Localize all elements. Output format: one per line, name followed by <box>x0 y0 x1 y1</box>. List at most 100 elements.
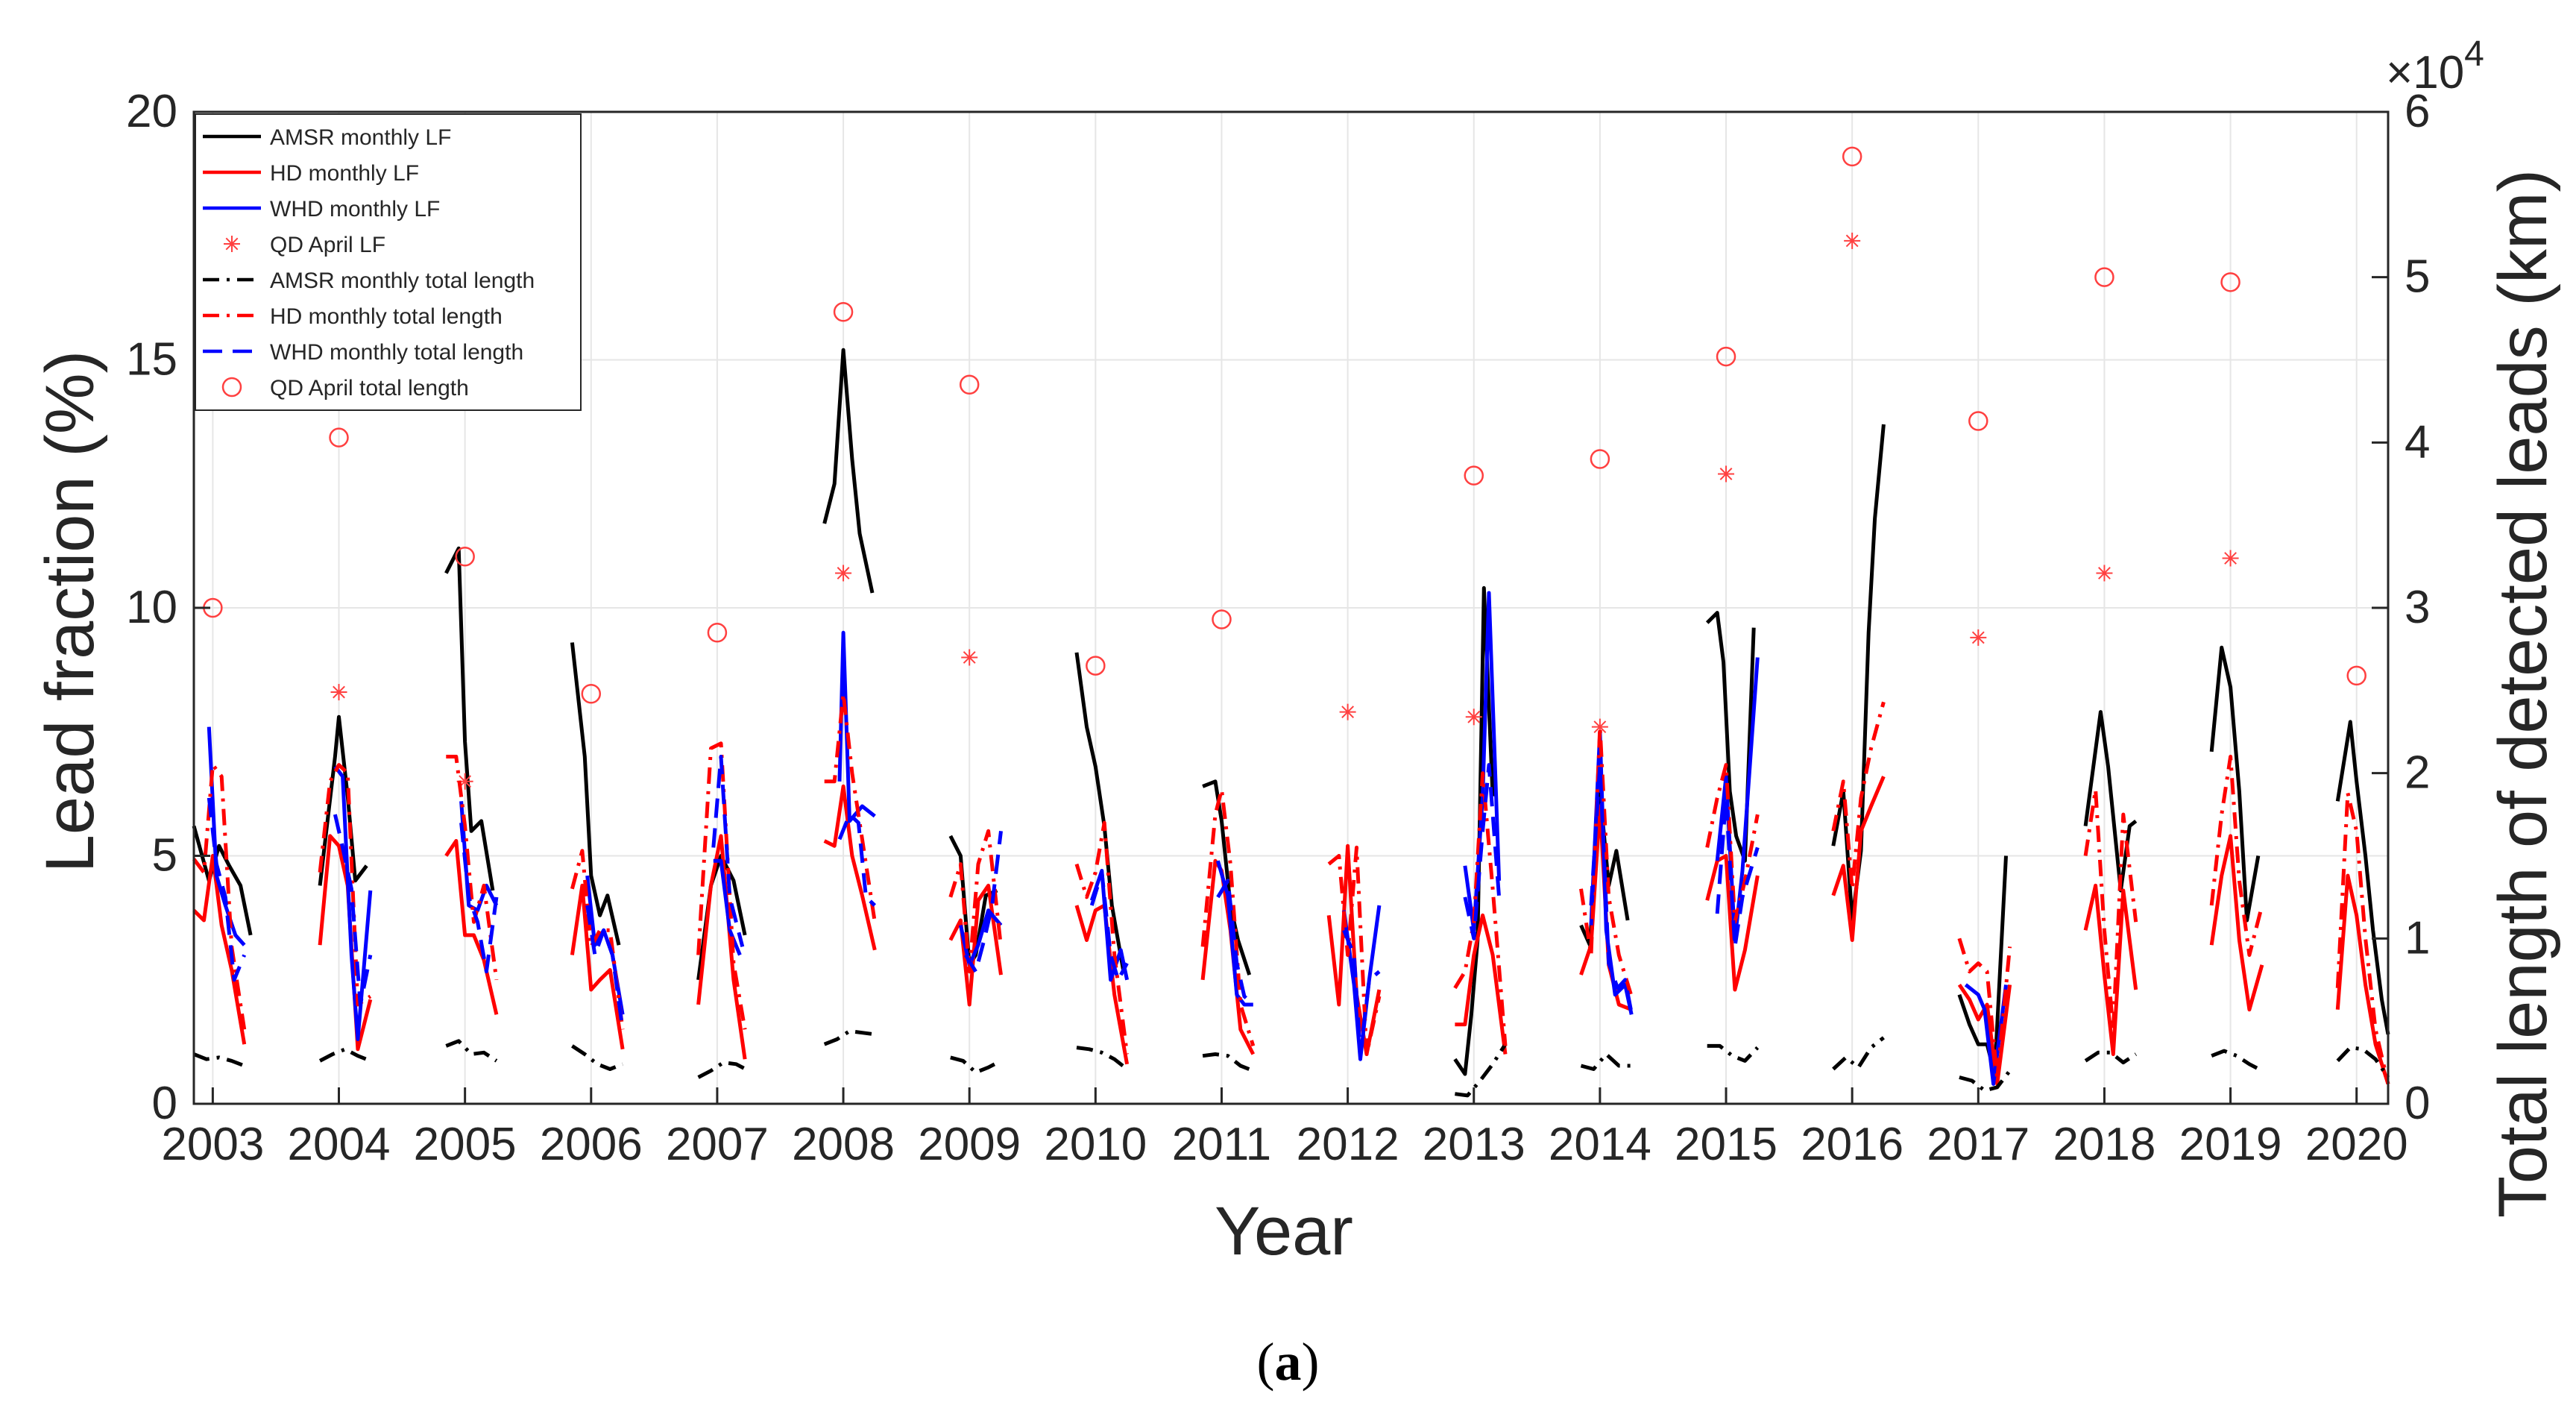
hd-monthly-total-length-segment <box>2083 788 2138 1031</box>
right-tick-label: 3 <box>2405 582 2430 633</box>
left-tick-label: 20 <box>126 86 177 137</box>
whd-monthly-lf-segment <box>207 726 246 946</box>
whd-monthly-lf-segment <box>958 908 1003 967</box>
amsr-monthly-total-length-segment <box>2336 1046 2390 1078</box>
amsr-monthly-total-length-segment <box>1959 1069 2012 1093</box>
amsr-monthly-lf-segment <box>2335 720 2390 1035</box>
whd-monthly-lf-segment <box>1964 983 2008 1086</box>
hd-monthly-total-length-segment <box>2209 755 2264 957</box>
hd-monthly-lf-segment <box>2083 883 2138 1056</box>
qd-total-length-point <box>2220 272 2240 292</box>
x-tick-label: 2005 <box>414 1119 517 1170</box>
amsr-monthly-lf-segment <box>444 546 495 891</box>
legend-item-whd-monthly-total-length: WHD monthly total length <box>203 340 523 365</box>
hd-monthly-lf-segment <box>2335 873 2390 1085</box>
x-tick-label: 2013 <box>1423 1119 1525 1170</box>
hd-monthly-total-length-segment <box>696 741 747 1030</box>
x-tick-label: 2017 <box>1927 1119 2029 1170</box>
asterisk-stroke <box>1593 720 1607 734</box>
hd-monthly-total-length-segment <box>1579 725 1634 997</box>
amsr-monthly-lf-segment <box>192 825 253 936</box>
plot-area <box>192 146 2390 1098</box>
x-tick-label: 2003 <box>161 1119 264 1170</box>
hd-monthly-lf-segment <box>696 834 747 1060</box>
whd-monthly-total-length-segment <box>1089 870 1129 982</box>
hd-monthly-lf-segment <box>1831 776 1886 942</box>
series-qd-april-lf <box>330 232 2239 790</box>
hd-monthly-lf-segment <box>2209 834 2264 1012</box>
series-qd-april-total-length <box>203 146 2366 704</box>
amsr-monthly-total-length-segment <box>1455 1043 1508 1098</box>
amsr-monthly-lf-segment <box>570 642 621 946</box>
right-y-tick-labels: 0 1 2 3 4 5 6 <box>2405 86 2430 1129</box>
whd-monthly-lf-segment <box>837 630 876 823</box>
whd-monthly-total-length-segment <box>207 797 247 982</box>
hd-monthly-lf-segment <box>192 854 247 1045</box>
x-tick-label: 2011 <box>1172 1119 1271 1170</box>
qd-lf-point <box>1844 232 1861 249</box>
left-tick-label: 15 <box>126 334 177 386</box>
hd-monthly-lf-segment <box>1455 913 1508 1055</box>
legend-label: AMSR monthly LF <box>270 125 451 150</box>
hd-monthly-lf-segment <box>318 834 373 1052</box>
whd-monthly-lf-segment <box>713 858 742 956</box>
x-tick-label: 2016 <box>1801 1119 1903 1170</box>
qd-lf-point <box>330 684 347 701</box>
series-hd-monthly-lf <box>192 776 2390 1086</box>
amsr-monthly-total-length-segment <box>1076 1046 1129 1071</box>
whd-monthly-total-length-segment <box>1715 796 1760 949</box>
series-whd-monthly-total-length <box>207 755 1760 1056</box>
legend-marker-circle <box>221 377 242 398</box>
asterisk-stroke <box>2098 567 2111 579</box>
series-amsr-monthly-total-length <box>193 1029 2390 1098</box>
amsr-monthly-lf-segment <box>2209 645 2261 923</box>
whd-monthly-total-length-segment <box>459 822 499 974</box>
legend-item-amsr-monthly-lf: AMSR monthly LF <box>203 125 451 150</box>
amsr-monthly-total-length-segment <box>1832 1036 1885 1071</box>
hd-monthly-lf-segment <box>823 784 877 951</box>
qd-lf-point <box>1970 629 1987 646</box>
amsr-monthly-total-length-segment <box>823 1029 875 1046</box>
asterisk-stroke <box>1719 468 1733 480</box>
asterisk-stroke <box>333 685 345 699</box>
whd-monthly-lf-segment <box>333 765 373 1041</box>
legend-label: QD April LF <box>270 233 385 257</box>
qd-total-length-point <box>1968 411 1988 431</box>
legend-label: WHD monthly LF <box>270 197 440 222</box>
amsr-monthly-total-length-segment <box>950 1055 1002 1075</box>
whd-monthly-total-length-segment <box>333 814 373 1007</box>
amsr-monthly-total-length-segment <box>445 1039 498 1063</box>
qd-total-length-point <box>581 684 602 704</box>
whd-monthly-total-length-segment <box>1216 879 1255 1006</box>
asterisk-stroke <box>2224 552 2237 565</box>
qd-lf-point <box>1718 465 1735 483</box>
whd-monthly-total-length-segment <box>1342 929 1381 1056</box>
qd-total-length-point <box>1590 449 1610 469</box>
whd-monthly-lf-segment <box>1342 905 1382 1061</box>
asterisk-stroke <box>837 567 850 579</box>
hd-monthly-total-length-segment <box>948 829 1003 974</box>
amsr-monthly-total-length-segment <box>1707 1043 1760 1063</box>
qd-total-length-point <box>1842 146 1862 167</box>
x-tick-label: 2019 <box>2179 1119 2282 1170</box>
x-tick-label: 2008 <box>792 1119 895 1170</box>
legend-label: WHD monthly total length <box>270 340 523 365</box>
asterisk-stroke <box>1341 706 1355 719</box>
right-tick-label: 1 <box>2405 912 2430 964</box>
amsr-monthly-total-length-segment <box>1202 1052 1254 1073</box>
qd-lf-point <box>961 649 978 666</box>
qd-total-length-point <box>1716 346 1736 367</box>
hd-monthly-total-length-segment <box>824 691 877 923</box>
legend-item-hd-monthly-lf: HD monthly LF <box>203 161 419 186</box>
hd-monthly-total-length-segment <box>1453 771 1508 1046</box>
x-tick-labels: 2003 2004 2005 2006 2007 2008 2009 2010 2011 2012… <box>161 1119 2407 1170</box>
right-tick-label: 4 <box>2405 416 2430 468</box>
amsr-monthly-lf-segment <box>2083 710 2138 893</box>
qd-lf-point <box>1465 709 1482 726</box>
whd-monthly-lf-segment <box>1089 869 1130 982</box>
asterisk-stroke <box>963 651 976 664</box>
amsr-monthly-lf-segment <box>1957 855 2008 1076</box>
hd-monthly-total-length-segment <box>1831 701 1886 891</box>
left-y-tick-labels: 0 5 10 15 20 <box>126 86 177 1129</box>
x-tick-label: 2020 <box>2305 1119 2408 1170</box>
